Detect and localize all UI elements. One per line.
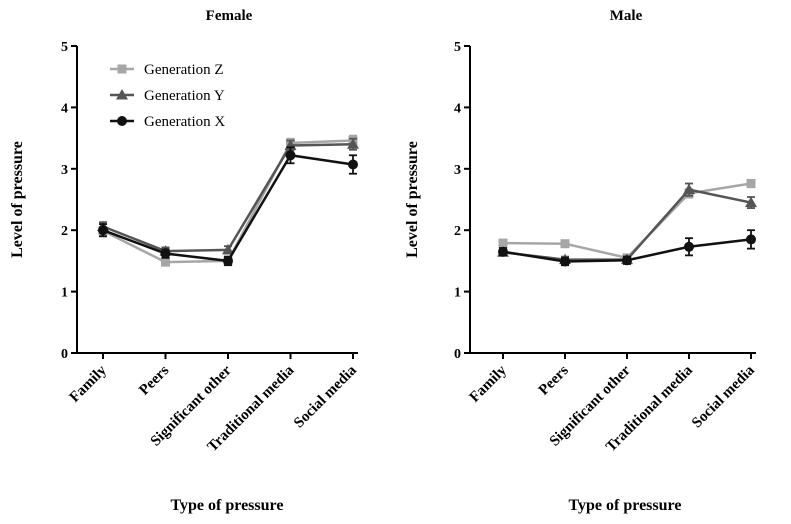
y-tick-label: 0 (454, 347, 461, 362)
chart-title: Female (206, 8, 253, 24)
x-tick-label: Social media (689, 362, 758, 431)
legend-label-generation-y: Generation Y (144, 88, 225, 104)
series-generation-y (497, 182, 757, 265)
legend-marker-generation-x (117, 116, 127, 126)
chart-title: Male (610, 8, 643, 24)
legend-label-generation-z: Generation Z (144, 62, 224, 78)
y-tick-label: 5 (454, 40, 461, 55)
x-tick-label: Family (467, 362, 510, 405)
data-point-generation-x (622, 255, 632, 266)
y-tick-label: 4 (454, 101, 461, 116)
x-tick-label: Social media (291, 362, 360, 431)
series-generation-z (498, 178, 756, 263)
x-tick-label: Peers (536, 362, 572, 398)
legend-marker-generation-y (116, 89, 128, 100)
x-tick-label: Family (67, 362, 110, 405)
y-tick-label: 1 (61, 286, 68, 301)
y-tick-label: 2 (454, 224, 461, 239)
y-tick-label: 0 (61, 347, 68, 362)
legend-marker-generation-z (117, 64, 127, 74)
y-tick-label: 1 (454, 286, 461, 301)
series-line-generation-y (102, 142, 354, 253)
x-axis-title: Type of pressure (569, 497, 682, 514)
data-point-generation-x (746, 234, 756, 245)
y-axis-title: Level of pressure (9, 141, 26, 258)
data-point-generation-z (498, 238, 508, 248)
y-tick-label: 3 (454, 163, 461, 178)
data-point-generation-z (746, 179, 756, 189)
data-point-generation-x (160, 248, 171, 259)
data-point-generation-x (684, 241, 694, 252)
data-point-generation-y (683, 183, 695, 195)
legend-label-generation-x: Generation X (144, 114, 225, 130)
y-tick-label: 2 (61, 224, 68, 239)
series-line-generation-y (502, 188, 752, 261)
series-generation-y (97, 137, 359, 256)
data-point-generation-z (161, 257, 170, 267)
data-point-generation-y (347, 138, 359, 149)
data-point-generation-x (223, 255, 233, 266)
data-point-generation-x (560, 256, 570, 267)
data-point-generation-z (560, 239, 570, 249)
y-tick-label: 4 (61, 101, 68, 116)
y-tick-label: 3 (61, 163, 68, 178)
data-point-generation-y (745, 196, 757, 208)
data-point-generation-x (285, 150, 296, 161)
data-point-generation-x (498, 246, 508, 257)
y-axis-title: Level of pressure (404, 141, 421, 258)
series-generation-x (498, 229, 756, 267)
legend: Generation Z Generation Y Generation X (110, 62, 225, 130)
x-axis-title: Type of pressure (171, 497, 284, 514)
x-tick-label: Peers (136, 362, 172, 398)
series-generation-x (98, 146, 358, 267)
data-point-generation-x (98, 225, 108, 236)
data-point-generation-y (222, 243, 234, 255)
y-tick-label: 5 (61, 40, 68, 55)
data-point-generation-x (348, 159, 358, 170)
